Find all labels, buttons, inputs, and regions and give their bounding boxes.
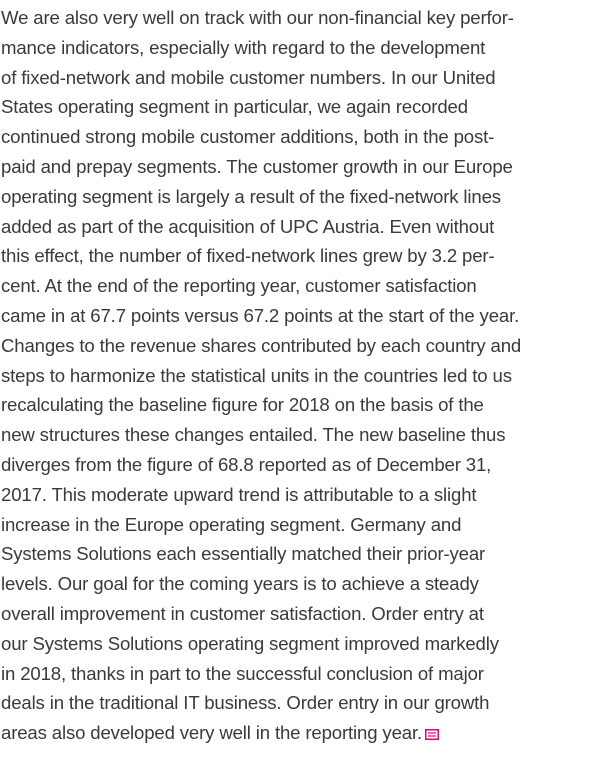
text-line: of fixed-network and mobile customer num… (1, 63, 611, 93)
line-text: continued strong mobile customer additio… (1, 126, 495, 148)
text-line: recalculating the baseline figure for 20… (1, 390, 611, 420)
text-line: overall improvement in customer satisfac… (1, 599, 611, 629)
text-line: our Systems Solutions operating segment … (1, 629, 611, 659)
line-text: mance indicators, especially with regard… (1, 36, 486, 58)
text-line: mance indicators, especially with regard… (1, 33, 611, 63)
text-line: Changes to the revenue shares contribute… (1, 331, 611, 361)
paragraph: We are also very well on track with our … (1, 3, 611, 748)
line-text: areas also developed very well in the re… (1, 722, 422, 744)
text-line: this effect, the number of fixed-network… (1, 241, 611, 271)
line-text: Changes to the revenue shares contribute… (1, 334, 522, 356)
text-line: came in at 67.7 points versus 67.2 point… (1, 301, 611, 331)
text-line: cent. At the end of the reporting year, … (1, 271, 611, 301)
line-text: in 2018, thanks in part to the successfu… (1, 662, 484, 684)
line-text: new structures these changes entailed. T… (1, 424, 506, 446)
line-text: We are also very well on track with our … (1, 7, 514, 28)
line-text: States operating segment in particular, … (1, 96, 468, 118)
text-line: Systems Solutions each essentially match… (1, 539, 611, 569)
line-text: deals in the traditional IT business. Or… (1, 692, 490, 714)
line-text: came in at 67.7 points versus 67.2 point… (1, 304, 520, 326)
text-line: States operating segment in particular, … (1, 92, 611, 122)
text-line: in 2018, thanks in part to the successfu… (1, 659, 611, 689)
text-line: We are also very well on track with our … (1, 3, 611, 33)
line-text: increase in the Europe operating segment… (1, 513, 462, 535)
text-line: added as part of the acquisition of UPC … (1, 212, 611, 242)
line-text: added as part of the acquisition of UPC … (1, 215, 495, 237)
text-line: new structures these changes entailed. T… (1, 420, 611, 450)
text-line: continued strong mobile customer additio… (1, 122, 611, 152)
text-line: operating segment is largely a result of… (1, 182, 611, 212)
text-line: paid and prepay segments. The customer g… (1, 152, 611, 182)
line-text: operating segment is largely a result of… (1, 185, 501, 207)
line-text: diverges from the figure of 68.8 reporte… (1, 453, 492, 475)
line-text: paid and prepay segments. The customer g… (1, 155, 513, 177)
text-line: diverges from the figure of 68.8 reporte… (1, 450, 611, 480)
line-text: steps to harmonize the statistical units… (1, 364, 512, 386)
line-text: this effect, the number of fixed-network… (1, 245, 495, 267)
line-text: 2017. This moderate upward trend is attr… (1, 483, 477, 505)
text-line: levels. Our goal for the coming years is… (1, 569, 611, 599)
reference-icon[interactable] (425, 728, 439, 740)
text-line: areas also developed very well in the re… (1, 718, 611, 748)
text-line: 2017. This moderate upward trend is attr… (1, 480, 611, 510)
text-line: deals in the traditional IT business. Or… (1, 688, 611, 718)
text-line: steps to harmonize the statistical units… (1, 361, 611, 391)
line-text: Systems Solutions each essentially match… (1, 543, 486, 565)
line-text: levels. Our goal for the coming years is… (1, 573, 479, 595)
text-line: increase in the Europe operating segment… (1, 510, 611, 540)
line-text: of fixed-network and mobile customer num… (1, 66, 496, 88)
line-text: recalculating the baseline figure for 20… (1, 394, 484, 416)
line-text: overall improvement in customer satisfac… (1, 602, 484, 624)
line-text: cent. At the end of the reporting year, … (1, 275, 477, 297)
line-text: our Systems Solutions operating segment … (1, 632, 499, 654)
